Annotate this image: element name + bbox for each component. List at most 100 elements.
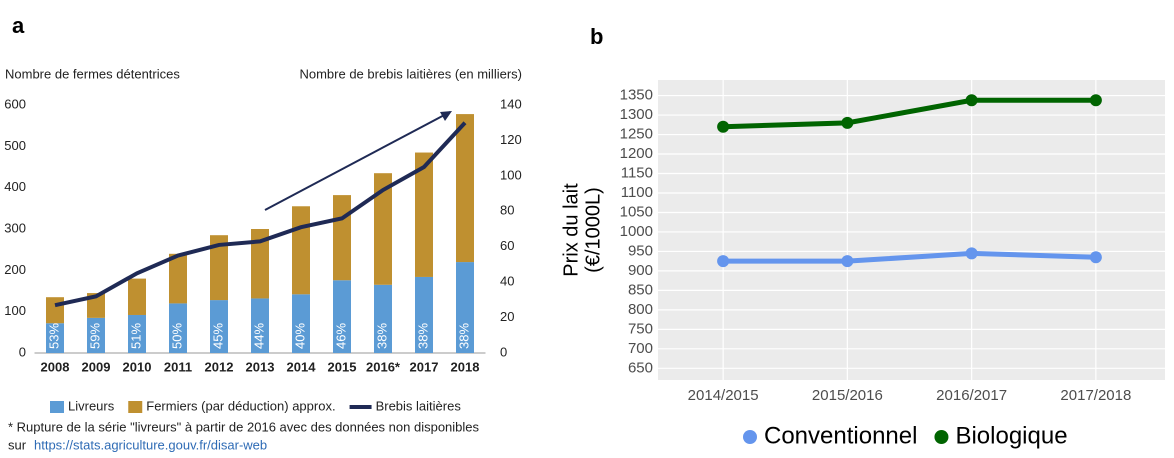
y2-tick-label: 60 xyxy=(500,238,514,253)
x-tick-label: 2009 xyxy=(82,359,111,374)
y-tick-label: 1300 xyxy=(620,106,653,123)
x-tick-label: 2018 xyxy=(451,359,480,374)
x-tick-label: 2013 xyxy=(246,359,275,374)
legend-label: Livreurs xyxy=(68,398,115,413)
y-tick-label: 700 xyxy=(628,340,653,357)
share-label: 44% xyxy=(251,323,266,349)
bar-segment xyxy=(333,280,351,353)
legend-label: Conventionnel xyxy=(764,422,917,449)
y-axis-title: (€/1000L) xyxy=(582,187,604,273)
bar-segment xyxy=(46,323,64,353)
x-tick-label: 2012 xyxy=(205,359,234,374)
y-tick-label: 100 xyxy=(4,303,26,318)
y-tick-label: 1200 xyxy=(620,145,653,162)
x-tick-label: 2017 xyxy=(410,359,439,374)
x-tick-label: 2015/2016 xyxy=(812,387,883,404)
y-tick-label: 0 xyxy=(19,344,26,359)
bar-segment xyxy=(456,262,474,353)
point xyxy=(717,255,730,268)
y-tick-label: 600 xyxy=(4,96,26,111)
panel-letter: b xyxy=(590,24,603,49)
bar-segment xyxy=(456,114,474,263)
y2-tick-label: 100 xyxy=(500,167,522,182)
y-tick-label: 500 xyxy=(4,138,26,153)
y-tick-label: 1050 xyxy=(620,203,653,220)
legend-swatch xyxy=(128,401,143,413)
arrow-head xyxy=(440,111,452,121)
y2-tick-label: 0 xyxy=(500,344,507,359)
bar-segment xyxy=(292,206,310,295)
bar-segment xyxy=(415,276,433,353)
x-tick-label: 2016/2017 xyxy=(936,387,1007,404)
footnote: * Rupture de la série "livreurs" à parti… xyxy=(8,419,480,434)
bar-segment xyxy=(333,195,351,281)
panel-a: a Nombre de fermes détentrices Nombre de… xyxy=(4,13,522,453)
y-tick-label: 200 xyxy=(4,262,26,277)
y-tick-label: 1000 xyxy=(620,223,653,240)
bar-segment xyxy=(210,235,228,301)
bar-segment xyxy=(169,253,187,304)
y-tick-label: 750 xyxy=(628,320,653,337)
point xyxy=(841,116,854,129)
bar-segment xyxy=(415,152,433,277)
x-tick-label: 2008 xyxy=(41,359,70,374)
share-label: 38% xyxy=(456,323,471,349)
y2-tick-label: 120 xyxy=(500,132,522,147)
y2-tick-label: 40 xyxy=(500,274,514,289)
x-tick-label: 2016* xyxy=(366,359,401,374)
bar-segment xyxy=(87,317,105,353)
bar-segment xyxy=(251,229,269,299)
plot-background xyxy=(658,80,1165,380)
share-label: 40% xyxy=(292,323,307,349)
y2-tick-label: 140 xyxy=(500,96,522,111)
panel-b: b 650 700 750 800 850 900 950 1000 1050 1100 1150 1… xyxy=(560,24,1165,449)
legend-label: Brebis laitières xyxy=(376,398,462,413)
share-label: 38% xyxy=(415,323,430,349)
point xyxy=(1089,94,1102,107)
y-tick-label: 850 xyxy=(628,281,653,298)
trend-arrow xyxy=(264,111,451,211)
bar-segment xyxy=(251,298,269,353)
line-series xyxy=(723,250,1096,264)
point xyxy=(965,94,978,107)
y-tick-label: 1250 xyxy=(620,126,653,143)
y2-tick-label: 80 xyxy=(500,203,514,218)
y-tick-label: 900 xyxy=(628,262,653,279)
share-label: 46% xyxy=(333,323,348,349)
line-series xyxy=(54,121,467,308)
y-tick-label: 300 xyxy=(4,220,26,235)
y2-tick-label: 20 xyxy=(500,309,514,324)
y-tick-label: 650 xyxy=(628,359,653,376)
line-series xyxy=(723,97,1096,130)
point xyxy=(841,255,854,268)
share-label: 59% xyxy=(87,323,102,349)
point xyxy=(965,247,978,260)
bar-segment xyxy=(169,303,187,353)
x-tick-label: 2010 xyxy=(123,359,152,374)
share-label: 38% xyxy=(374,323,389,349)
panel-letter: a xyxy=(12,13,25,38)
y-tick-label: 800 xyxy=(628,301,653,318)
bar-segment xyxy=(128,278,146,315)
x-tick-label: 2017/2018 xyxy=(1060,387,1131,404)
bar-segment xyxy=(374,173,392,285)
source-prefix: sur xyxy=(8,437,27,452)
bar-segment xyxy=(128,314,146,353)
point xyxy=(717,120,730,133)
y-tick-label: 1150 xyxy=(621,164,653,181)
bar-segment xyxy=(210,300,228,353)
x-tick-label: 2015 xyxy=(328,359,357,374)
share-label: 45% xyxy=(210,323,225,349)
y-tick-label: 1100 xyxy=(621,184,653,201)
share-label: 51% xyxy=(128,323,143,349)
y2-axis-title: Nombre de brebis laitières (en milliers) xyxy=(299,66,522,81)
y-tick-label: 1350 xyxy=(620,87,653,104)
source-link[interactable]: https://stats.agriculture.gouv.fr/disar-… xyxy=(34,437,267,452)
share-label: 50% xyxy=(169,323,184,349)
legend-label: Fermiers (par déduction) approx. xyxy=(146,398,335,413)
bar-segment xyxy=(292,294,310,353)
bar-segment xyxy=(46,297,64,324)
x-tick-label: 2014/2015 xyxy=(688,387,759,404)
y-tick-label: 950 xyxy=(628,242,653,259)
